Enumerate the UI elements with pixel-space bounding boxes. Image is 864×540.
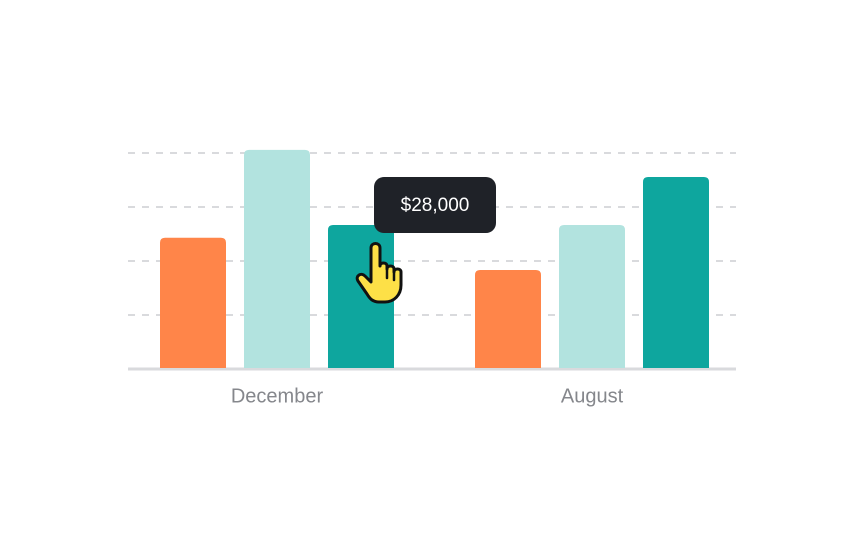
cursor-hand [355, 242, 403, 304]
cursor [355, 242, 403, 304]
bar [475, 269, 541, 368]
bar [160, 237, 226, 368]
cursor-lines [385, 268, 396, 282]
data-label: $28,000 [401, 195, 470, 216]
bar [244, 149, 310, 368]
bar [643, 176, 709, 368]
x-tick-label: August [561, 385, 624, 407]
bar [559, 225, 625, 368]
grid [128, 152, 736, 316]
tooltip [374, 177, 496, 233]
x-tick-label: December [231, 385, 324, 407]
